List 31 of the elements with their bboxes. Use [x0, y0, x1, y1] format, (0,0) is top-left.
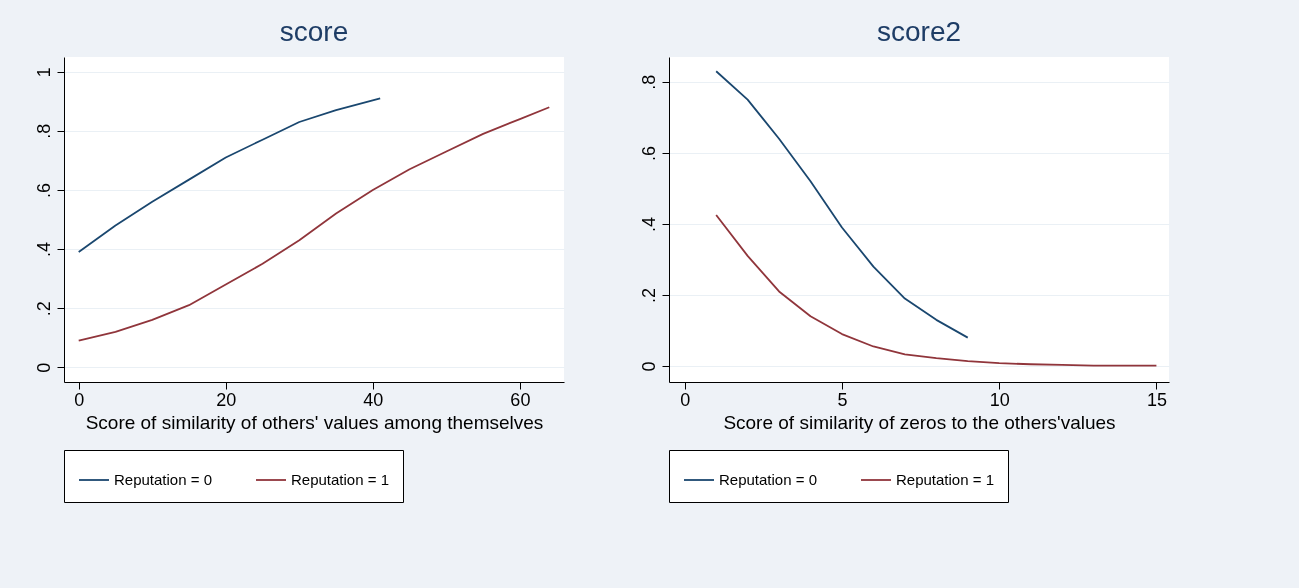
line-series	[715, 214, 1158, 367]
y-tick-label: 0	[33, 362, 54, 373]
y-tick-label: .4	[638, 216, 659, 232]
x-tick-label: 10	[989, 389, 1010, 410]
y-tick-label: .2	[33, 301, 54, 317]
legend-label: Reputation = 0	[719, 471, 817, 488]
y-tick-label: 0	[638, 361, 659, 372]
x-tick-label: 15	[1146, 389, 1167, 410]
x-tick-label: 60	[510, 389, 531, 410]
legend-label: Reputation = 1	[896, 471, 994, 488]
chart-title: score2	[876, 16, 962, 47]
x-tick-label: 0	[74, 389, 85, 410]
y-tick-label: .6	[33, 182, 54, 198]
y-tick-label: .8	[638, 74, 659, 90]
line-series	[715, 70, 969, 339]
x-tick-label: 20	[216, 389, 237, 410]
y-tick-label: .8	[33, 123, 54, 139]
legend-label: Reputation = 1	[291, 471, 389, 488]
x-tick-label: 5	[837, 389, 848, 410]
line-series	[77, 106, 551, 342]
y-tick-label: 1	[33, 67, 54, 78]
x-tick-label: 0	[680, 389, 691, 410]
line-series	[77, 97, 382, 253]
x-axis-title: Score of similarity of zeros to the others'values	[723, 411, 1116, 433]
chart-title: score	[279, 16, 349, 47]
y-tick-label: .4	[33, 242, 54, 258]
x-tick-label: 40	[363, 389, 384, 410]
legend-label: Reputation = 0	[114, 471, 212, 488]
y-tick-label: .2	[638, 287, 659, 303]
x-axis-title: Score of similarity of others' values among themselves	[85, 411, 544, 433]
y-tick-label: .6	[638, 145, 659, 161]
